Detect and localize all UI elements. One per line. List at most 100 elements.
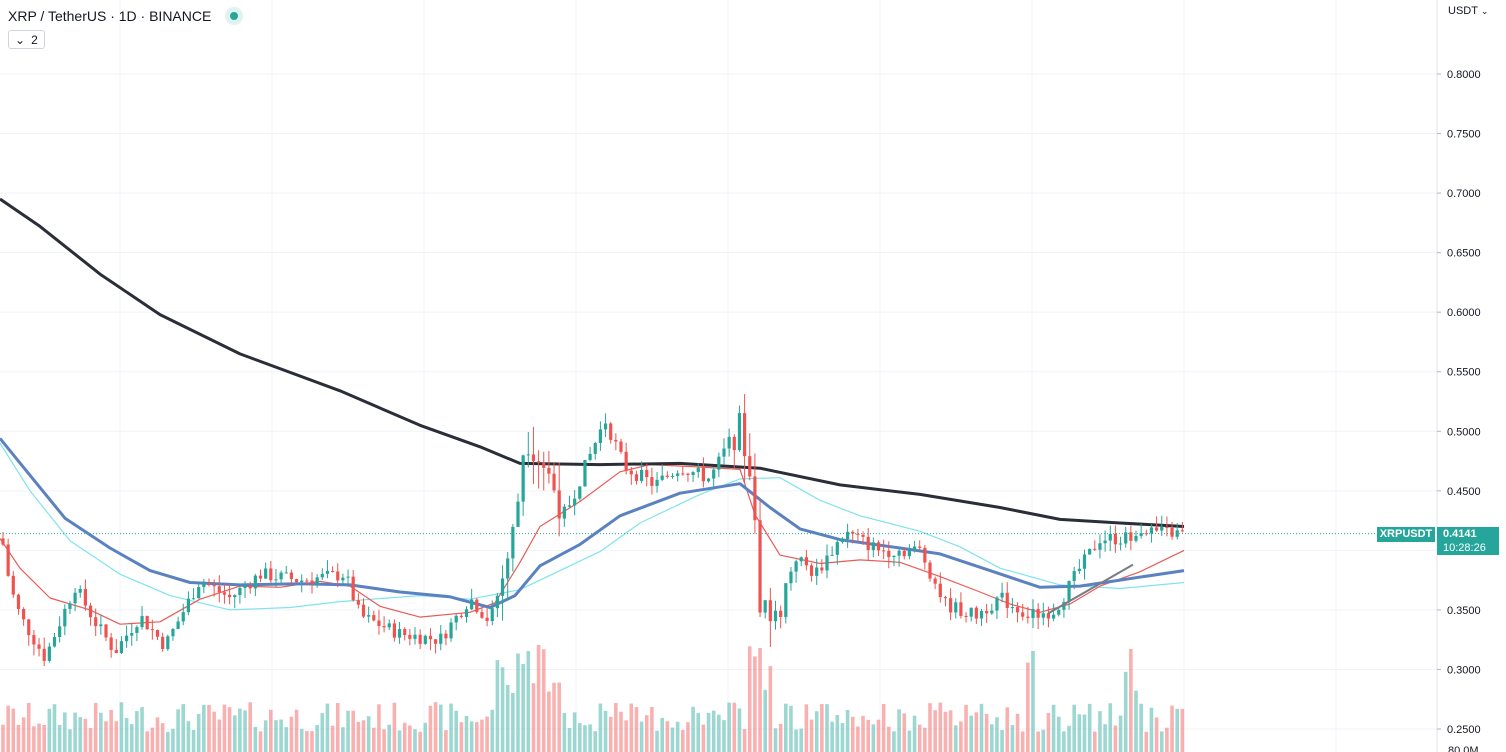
candle-body bbox=[320, 573, 324, 578]
candle-body bbox=[1021, 612, 1025, 617]
price-tick-label: 0.7500 bbox=[1447, 129, 1481, 141]
volume-bar bbox=[227, 707, 232, 752]
candle-body bbox=[598, 429, 602, 443]
candle-body bbox=[243, 586, 247, 588]
volume-bar bbox=[325, 703, 330, 752]
volume-bar bbox=[1041, 729, 1046, 752]
volume-bar bbox=[392, 702, 397, 752]
volume-bar bbox=[1103, 724, 1107, 752]
volume-bar bbox=[16, 724, 21, 752]
candle-body bbox=[403, 629, 407, 635]
candle-body bbox=[387, 623, 391, 628]
price-tick-label: 0.3500 bbox=[1447, 605, 1481, 617]
candle-body bbox=[773, 610, 778, 622]
candle-body bbox=[331, 570, 335, 572]
volume-bar bbox=[88, 728, 93, 752]
candle-body bbox=[712, 469, 716, 479]
candle-body bbox=[974, 607, 978, 619]
volume-bar bbox=[1020, 731, 1025, 752]
volume-bar bbox=[310, 731, 314, 752]
volume-bar bbox=[974, 712, 979, 752]
volume-bar bbox=[536, 644, 541, 752]
candle-body bbox=[619, 441, 623, 452]
candle-body bbox=[954, 602, 958, 613]
last-price-symbol-tag: XRPUSDT bbox=[1377, 526, 1435, 542]
candle-body bbox=[588, 453, 592, 460]
candle-body bbox=[454, 615, 458, 623]
candle-body bbox=[506, 558, 510, 579]
volume-bar bbox=[1154, 717, 1159, 752]
candle-body bbox=[979, 610, 984, 619]
market-status-icon[interactable] bbox=[225, 7, 244, 25]
indicators-toggle-button[interactable]: ⌄ 2 bbox=[8, 30, 45, 49]
candle-body bbox=[382, 626, 386, 628]
candle-body bbox=[969, 607, 973, 617]
candle-body bbox=[665, 475, 669, 477]
candle-body bbox=[717, 456, 721, 470]
volume-bar bbox=[1123, 671, 1128, 752]
volume-bar bbox=[1180, 708, 1185, 752]
candle-body bbox=[660, 475, 664, 480]
candle-body bbox=[876, 542, 881, 551]
volume-bar bbox=[758, 648, 762, 752]
candle-body bbox=[439, 633, 443, 644]
volume-bar bbox=[305, 731, 309, 752]
candle-body bbox=[789, 571, 793, 584]
volume-bar bbox=[181, 704, 186, 752]
candle-body bbox=[727, 436, 731, 449]
candle-body bbox=[284, 572, 288, 574]
volume-bar bbox=[763, 689, 767, 752]
candle-body bbox=[887, 550, 891, 558]
candle-body bbox=[377, 620, 381, 627]
volume-bar bbox=[140, 707, 144, 752]
volume-bar bbox=[902, 713, 907, 752]
candle-body bbox=[964, 615, 968, 617]
volume-bar bbox=[1129, 648, 1133, 752]
candle-body bbox=[6, 544, 10, 576]
volume-bar bbox=[809, 719, 814, 752]
volume-bar bbox=[52, 704, 57, 752]
volume-bar bbox=[897, 709, 901, 752]
candle-body bbox=[825, 555, 829, 571]
volume-bar bbox=[191, 729, 196, 752]
candle-body bbox=[372, 615, 376, 621]
volume-bar bbox=[1026, 662, 1030, 752]
candle-body bbox=[938, 583, 942, 598]
volume-bar bbox=[943, 711, 948, 752]
candle-body bbox=[16, 594, 21, 609]
volume-bar bbox=[1134, 690, 1138, 752]
candle-body bbox=[634, 474, 639, 481]
volume-bar bbox=[253, 726, 258, 752]
candle-body bbox=[52, 637, 57, 647]
symbol-title[interactable]: XRP / TetherUS · 1D · BINANCE bbox=[8, 8, 212, 24]
volume-bar bbox=[871, 724, 876, 752]
candle-body bbox=[1026, 616, 1030, 619]
volume-bar bbox=[382, 729, 386, 752]
volume-bar bbox=[243, 710, 247, 752]
candle-body bbox=[835, 542, 839, 555]
volume-bar bbox=[696, 713, 701, 752]
volume-bar bbox=[917, 724, 922, 752]
currency-selector[interactable]: USDT ⌄ bbox=[1448, 5, 1488, 17]
candle-body bbox=[423, 635, 427, 644]
volume-tick-label: 80.0M bbox=[1448, 745, 1479, 752]
candle-body bbox=[583, 459, 587, 487]
candle-body bbox=[269, 568, 273, 581]
volume-bar bbox=[475, 722, 479, 752]
volume-bar bbox=[171, 728, 175, 752]
candle-body bbox=[562, 506, 566, 519]
candle-body bbox=[866, 536, 870, 551]
volume-bar bbox=[1175, 708, 1179, 752]
volume-bar bbox=[820, 704, 824, 752]
volume-bar bbox=[480, 719, 484, 752]
volume-bar bbox=[624, 720, 628, 752]
candle-body bbox=[851, 531, 855, 534]
candle-body bbox=[593, 442, 597, 454]
candle-body bbox=[573, 498, 577, 506]
candle-body bbox=[253, 575, 257, 589]
volume-bar bbox=[1000, 729, 1004, 752]
volume-bar bbox=[356, 721, 361, 752]
candle-body bbox=[63, 608, 67, 627]
volume-bar bbox=[881, 704, 886, 752]
